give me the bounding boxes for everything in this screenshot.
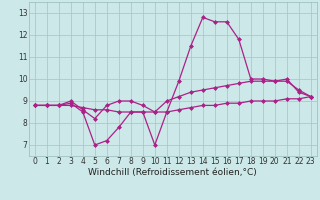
X-axis label: Windchill (Refroidissement éolien,°C): Windchill (Refroidissement éolien,°C) [88,168,257,177]
